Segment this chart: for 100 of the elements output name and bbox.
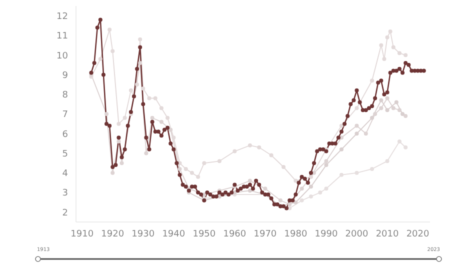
point	[370, 166, 374, 171]
point	[217, 159, 222, 164]
point	[300, 198, 304, 202]
x-tick-label: 1940	[162, 229, 186, 240]
point	[98, 57, 102, 62]
y-tick-label: 7	[62, 110, 68, 120]
point	[110, 170, 115, 175]
point	[184, 166, 188, 171]
point	[397, 108, 402, 112]
point	[294, 178, 298, 183]
point	[394, 100, 398, 104]
x-tick-label: 1970	[254, 229, 277, 240]
point	[308, 174, 313, 179]
y-tick-label: 10	[56, 51, 68, 62]
point	[138, 37, 142, 42]
point	[404, 53, 408, 58]
point	[340, 124, 344, 128]
point	[364, 132, 368, 136]
point	[324, 186, 328, 191]
y-tick-label: 3	[62, 188, 68, 199]
point	[116, 139, 121, 144]
point	[397, 51, 402, 56]
point	[147, 96, 152, 100]
y-tick-label: 12	[56, 12, 68, 22]
y-tick-label: 9	[62, 70, 68, 81]
point	[144, 151, 148, 156]
point	[397, 139, 402, 144]
point	[116, 122, 121, 126]
point	[294, 200, 298, 204]
point	[379, 43, 384, 48]
point	[404, 145, 408, 150]
x-tick-label: 2010	[376, 229, 399, 240]
point	[202, 161, 206, 166]
point	[110, 49, 115, 54]
point	[370, 116, 374, 120]
point	[379, 98, 384, 102]
y-tick-label: 11	[56, 32, 68, 42]
point	[138, 60, 142, 65]
point	[324, 159, 328, 164]
y-tick-label: 8	[62, 90, 68, 101]
point	[122, 116, 127, 120]
x-tick-label: 1910	[70, 229, 94, 240]
point	[385, 108, 390, 112]
point	[190, 170, 194, 175]
x-tick-label: 1990	[314, 229, 338, 240]
point	[404, 114, 408, 118]
point	[382, 57, 386, 62]
y-tick-label: 6	[62, 130, 68, 140]
point	[373, 112, 378, 116]
point	[153, 96, 158, 100]
point	[168, 128, 173, 132]
point	[232, 149, 237, 154]
point	[324, 163, 328, 168]
x-tick-label: 1960	[223, 229, 246, 240]
x-tick-label: 2020	[406, 229, 430, 240]
point	[340, 147, 344, 152]
point	[257, 145, 262, 150]
point	[391, 106, 396, 110]
y-tick-label: 5	[62, 149, 68, 160]
point	[108, 28, 112, 32]
point	[135, 82, 140, 87]
point	[141, 86, 146, 90]
point	[248, 178, 252, 183]
point	[150, 116, 154, 120]
point	[288, 202, 292, 206]
y-tick-label: 4	[62, 169, 68, 180]
point	[128, 88, 133, 92]
point	[379, 106, 384, 110]
point	[104, 112, 109, 116]
point	[385, 35, 390, 40]
point	[318, 190, 322, 195]
point	[300, 186, 304, 191]
point	[282, 165, 286, 170]
point	[308, 184, 313, 189]
point	[308, 194, 313, 198]
point	[120, 161, 124, 166]
point	[196, 174, 200, 179]
point	[159, 120, 164, 124]
point	[354, 132, 359, 136]
point	[385, 159, 390, 164]
point	[370, 78, 374, 83]
point	[354, 106, 359, 110]
point	[354, 124, 359, 128]
point	[388, 30, 392, 34]
point	[354, 170, 359, 175]
point	[340, 172, 344, 177]
point	[159, 106, 164, 110]
point	[269, 153, 274, 158]
x-tick-label: 1920	[101, 229, 124, 240]
point	[248, 188, 252, 193]
point	[166, 116, 170, 120]
x-tick-label: 1980	[284, 229, 308, 240]
point	[278, 198, 282, 202]
x-tick-label: 2000	[345, 229, 368, 240]
point	[263, 186, 268, 191]
x-tick-label: 1950	[192, 229, 216, 240]
y-tick-label: 2	[62, 208, 68, 218]
point	[248, 143, 252, 148]
point	[178, 166, 182, 171]
point	[400, 112, 405, 116]
